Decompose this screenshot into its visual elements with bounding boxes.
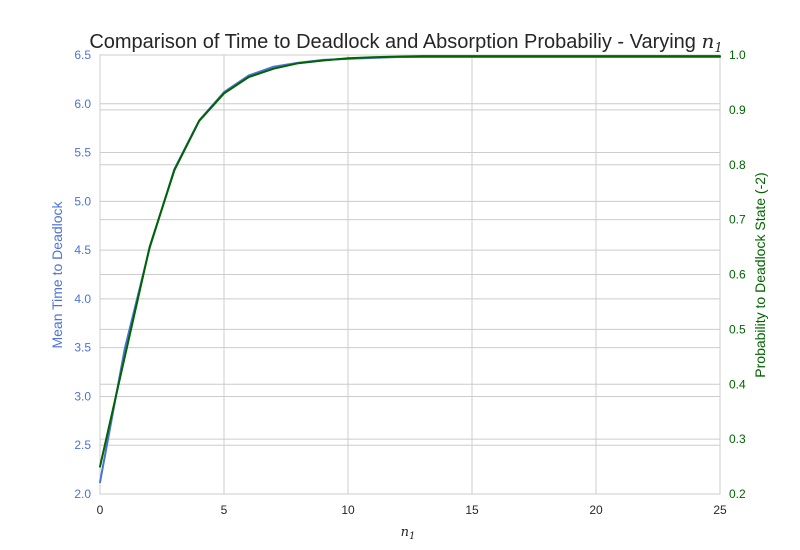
- x-axis-label-sub: 1: [409, 531, 415, 542]
- x-tick-label: 0: [97, 503, 104, 517]
- x-tick-label: 15: [465, 503, 479, 517]
- left-y-tick-label: 2.0: [74, 487, 91, 501]
- x-axis-label-text: n: [401, 525, 409, 540]
- x-axis-label: n1: [401, 525, 416, 542]
- right-y-tick-label: 0.4: [729, 377, 746, 391]
- left-y-tick-label: 6.5: [74, 48, 91, 62]
- left-y-tick-label: 3.5: [74, 341, 91, 355]
- right-y-tick-label: 0.9: [729, 103, 746, 117]
- right-y-tick-label: 0.6: [729, 268, 746, 282]
- right-y-tick-label: 0.2: [729, 487, 746, 501]
- left-y-tick-labels: 2.0 2.5 3.0 3.5 4.0 4.5 5.0 5.5 6.0 6.5: [74, 48, 91, 501]
- right-y-gridlines: [100, 54, 720, 495]
- chart-title: Comparison of Time to Deadlock and Absor…: [89, 29, 722, 56]
- right-y-tick-label: 0.5: [729, 322, 746, 336]
- x-tick-label: 25: [713, 503, 727, 517]
- left-y-tick-label: 4.0: [74, 292, 91, 306]
- x-tick-label: 20: [589, 503, 603, 517]
- left-y-tick-label: 6.0: [74, 97, 91, 111]
- chart-title-math-sub: 1: [714, 41, 722, 56]
- left-y-tick-label: 2.5: [74, 438, 91, 452]
- right-y-tick-label: 0.3: [729, 432, 746, 446]
- chart-title-math: n: [702, 29, 715, 53]
- right-y-axis-label: Probability to Deadlock State (-2): [752, 172, 768, 377]
- left-y-tick-label: 4.5: [74, 243, 91, 257]
- x-tick-label: 10: [341, 503, 355, 517]
- x-tick-labels: 0 5 10 15 20 25: [97, 503, 727, 517]
- probability-series-line: [99, 55, 721, 468]
- chart-title-text: Comparison of Time to Deadlock and Absor…: [89, 31, 701, 53]
- left-y-tick-label: 3.0: [74, 389, 91, 403]
- left-y-tick-label: 5.0: [74, 194, 91, 208]
- x-tick-label: 5: [221, 503, 228, 517]
- right-y-tick-label: 1.0: [729, 48, 746, 62]
- right-y-tick-label: 0.7: [729, 213, 746, 227]
- right-y-tick-labels: 0.2 0.3 0.4 0.5 0.6 0.7 0.8 0.9 1.0: [729, 48, 746, 501]
- right-y-tick-label: 0.8: [729, 158, 746, 172]
- left-y-gridlines: [100, 54, 720, 495]
- mean-time-series-line: [99, 56, 721, 484]
- left-y-tick-label: 5.5: [74, 146, 91, 160]
- left-y-axis-label: Mean Time to Deadlock: [49, 200, 65, 348]
- plot-frame: [99, 54, 721, 495]
- series-layer: [99, 55, 721, 484]
